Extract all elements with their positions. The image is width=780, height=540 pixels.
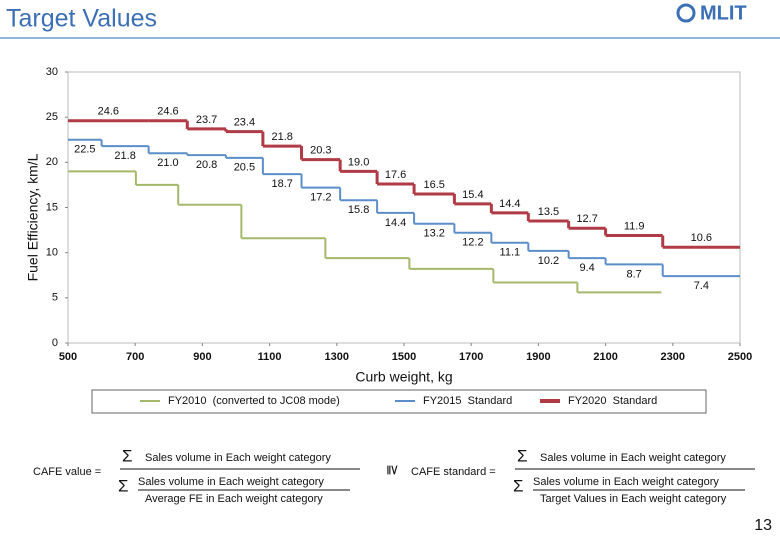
x-tick-label: 700 (126, 351, 144, 363)
x-tick-label: 1900 (526, 351, 550, 363)
x-tick-label: 2100 (593, 351, 617, 363)
x-tick-label: 900 (193, 351, 211, 363)
slide-title: Target Values (6, 5, 157, 33)
x-axis-label: Curb weight, kg (355, 369, 452, 385)
data-label: 21.0 (157, 157, 178, 169)
formula-numerator: Sales volume in Each weight category (540, 452, 726, 464)
formula-denominator-top: Sales volume in Each weight category (138, 476, 324, 488)
data-label: 20.3 (310, 145, 331, 157)
y-tick-label: 5 (52, 292, 58, 304)
page-number: 13 (754, 517, 772, 534)
data-label: 10.6 (691, 232, 712, 244)
sigma: Σ (517, 446, 528, 465)
data-label: 11.9 (624, 220, 645, 232)
relation: ≧ (385, 464, 401, 476)
formula-denominator-top: Sales volume in Each weight category (533, 476, 719, 488)
formula-lhs: CAFE standard = (411, 466, 496, 478)
legend-label: FY2010 (converted to JC08 mode) (168, 395, 340, 407)
data-label: 13.5 (538, 206, 559, 218)
x-tick-label: 2500 (728, 351, 752, 363)
data-label: 21.8 (271, 131, 292, 143)
data-label: 20.8 (196, 159, 217, 171)
data-label: 23.4 (234, 117, 255, 129)
data-label: 7.4 (694, 280, 709, 292)
y-axis-label: Fuel Efficiency, km/L (25, 153, 41, 281)
data-label: 11.1 (500, 247, 521, 259)
data-label: 12.7 (576, 213, 597, 225)
x-tick-label: 1500 (392, 351, 416, 363)
y-tick-label: 10 (46, 247, 58, 259)
data-label: 19.0 (348, 156, 369, 168)
logo: MLIT (700, 2, 747, 24)
y-tick-label: 20 (46, 156, 58, 168)
data-label: 20.5 (234, 162, 255, 174)
y-tick-label: 25 (46, 111, 58, 123)
y-tick-label: 15 (46, 201, 58, 213)
data-label: 14.4 (499, 198, 520, 210)
data-label: 18.7 (271, 178, 292, 190)
legend-label: FY2020 Standard (568, 395, 657, 407)
x-tick-label: 1700 (459, 351, 483, 363)
data-label: 24.6 (98, 106, 119, 118)
data-label: 9.4 (579, 262, 594, 274)
formula-lhs: CAFE value = (33, 466, 101, 478)
sigma: Σ (513, 476, 524, 495)
data-label: 22.5 (74, 144, 95, 156)
chart: 0 5 10 15 20 25 30 500 700 900 1100 1300 1500 1700 190… (25, 66, 753, 407)
x-tick-label: 1300 (325, 351, 349, 363)
sigma: Σ (118, 476, 129, 495)
data-label: 23.7 (196, 114, 217, 126)
x-tick-label: 1100 (258, 351, 282, 363)
data-label: 16.5 (424, 179, 445, 191)
formula-numerator: Sales volume in Each weight category (145, 452, 331, 464)
logo-icon (676, 3, 696, 23)
data-label: 15.4 (462, 189, 483, 201)
legend-label: FY2015 Standard (423, 395, 512, 407)
x-tick-label: 2300 (661, 351, 685, 363)
formula-denominator-bottom: Target Values in Each weight category (540, 493, 727, 505)
data-label: 17.6 (385, 169, 406, 181)
data-label: 17.2 (310, 192, 331, 204)
data-label: 13.2 (424, 228, 445, 240)
legend-box (91, 389, 707, 414)
y-tick-label: 30 (46, 66, 58, 78)
x-tick-label: 500 (59, 351, 77, 363)
data-label: 12.2 (462, 237, 483, 249)
sigma: Σ (122, 446, 133, 465)
data-label: 14.4 (385, 217, 406, 229)
data-label: 10.2 (538, 255, 559, 267)
data-label: 8.7 (627, 268, 642, 280)
data-label: 24.6 (157, 106, 178, 118)
data-label: 21.8 (114, 150, 135, 162)
formula-denominator-bottom: Average FE in Each weight category (145, 493, 323, 505)
data-label: 15.8 (348, 204, 369, 216)
y-tick-label: 0 (52, 337, 58, 349)
